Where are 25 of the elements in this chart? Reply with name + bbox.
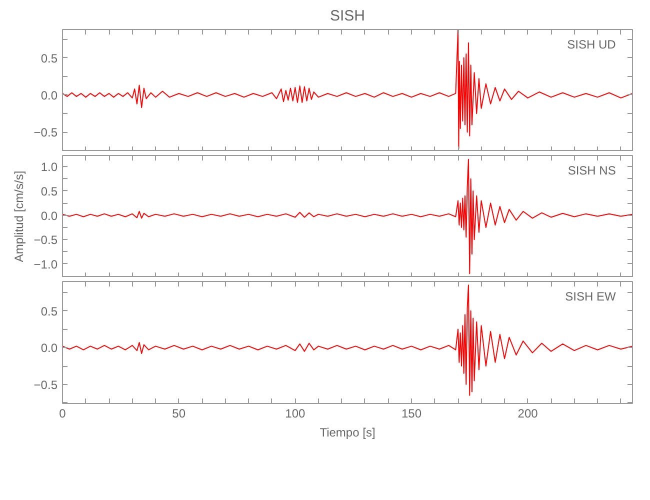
annotation: SISH UD <box>567 38 616 52</box>
y-tick-label: 0.5 <box>40 304 58 318</box>
x-axis-title: Tiempo [s] <box>320 426 376 440</box>
x-tick-label: 0 <box>59 406 66 420</box>
y-tick-label: 0.0 <box>40 88 58 102</box>
x-tick-label: 200 <box>518 406 538 420</box>
line-series <box>62 158 632 274</box>
y-tick-label: −0.5 <box>34 126 58 140</box>
y-tick-label: −0.5 <box>34 378 58 392</box>
line-series <box>62 284 632 396</box>
annotation: SISH NS <box>568 164 616 178</box>
y-tick-label: −1.0 <box>34 257 58 272</box>
y-tick-label: −0.5 <box>34 233 58 248</box>
annotation: SISH EW <box>565 290 617 304</box>
y-axis-title: Amplitud [cm/s/s] <box>12 170 26 262</box>
line-series <box>62 30 632 150</box>
y-tick-label: 1.0 <box>40 160 58 174</box>
y-tick-label: 0.0 <box>40 208 58 223</box>
y-tick-label: 0.5 <box>40 184 58 198</box>
x-tick-label: 50 <box>172 406 186 420</box>
chart-title: SISH <box>330 8 366 24</box>
y-tick-label: 0.0 <box>40 341 58 356</box>
x-tick-label: 100 <box>285 406 306 420</box>
x-tick-label: 150 <box>401 406 422 420</box>
y-tick-label: 0.5 <box>40 51 58 66</box>
